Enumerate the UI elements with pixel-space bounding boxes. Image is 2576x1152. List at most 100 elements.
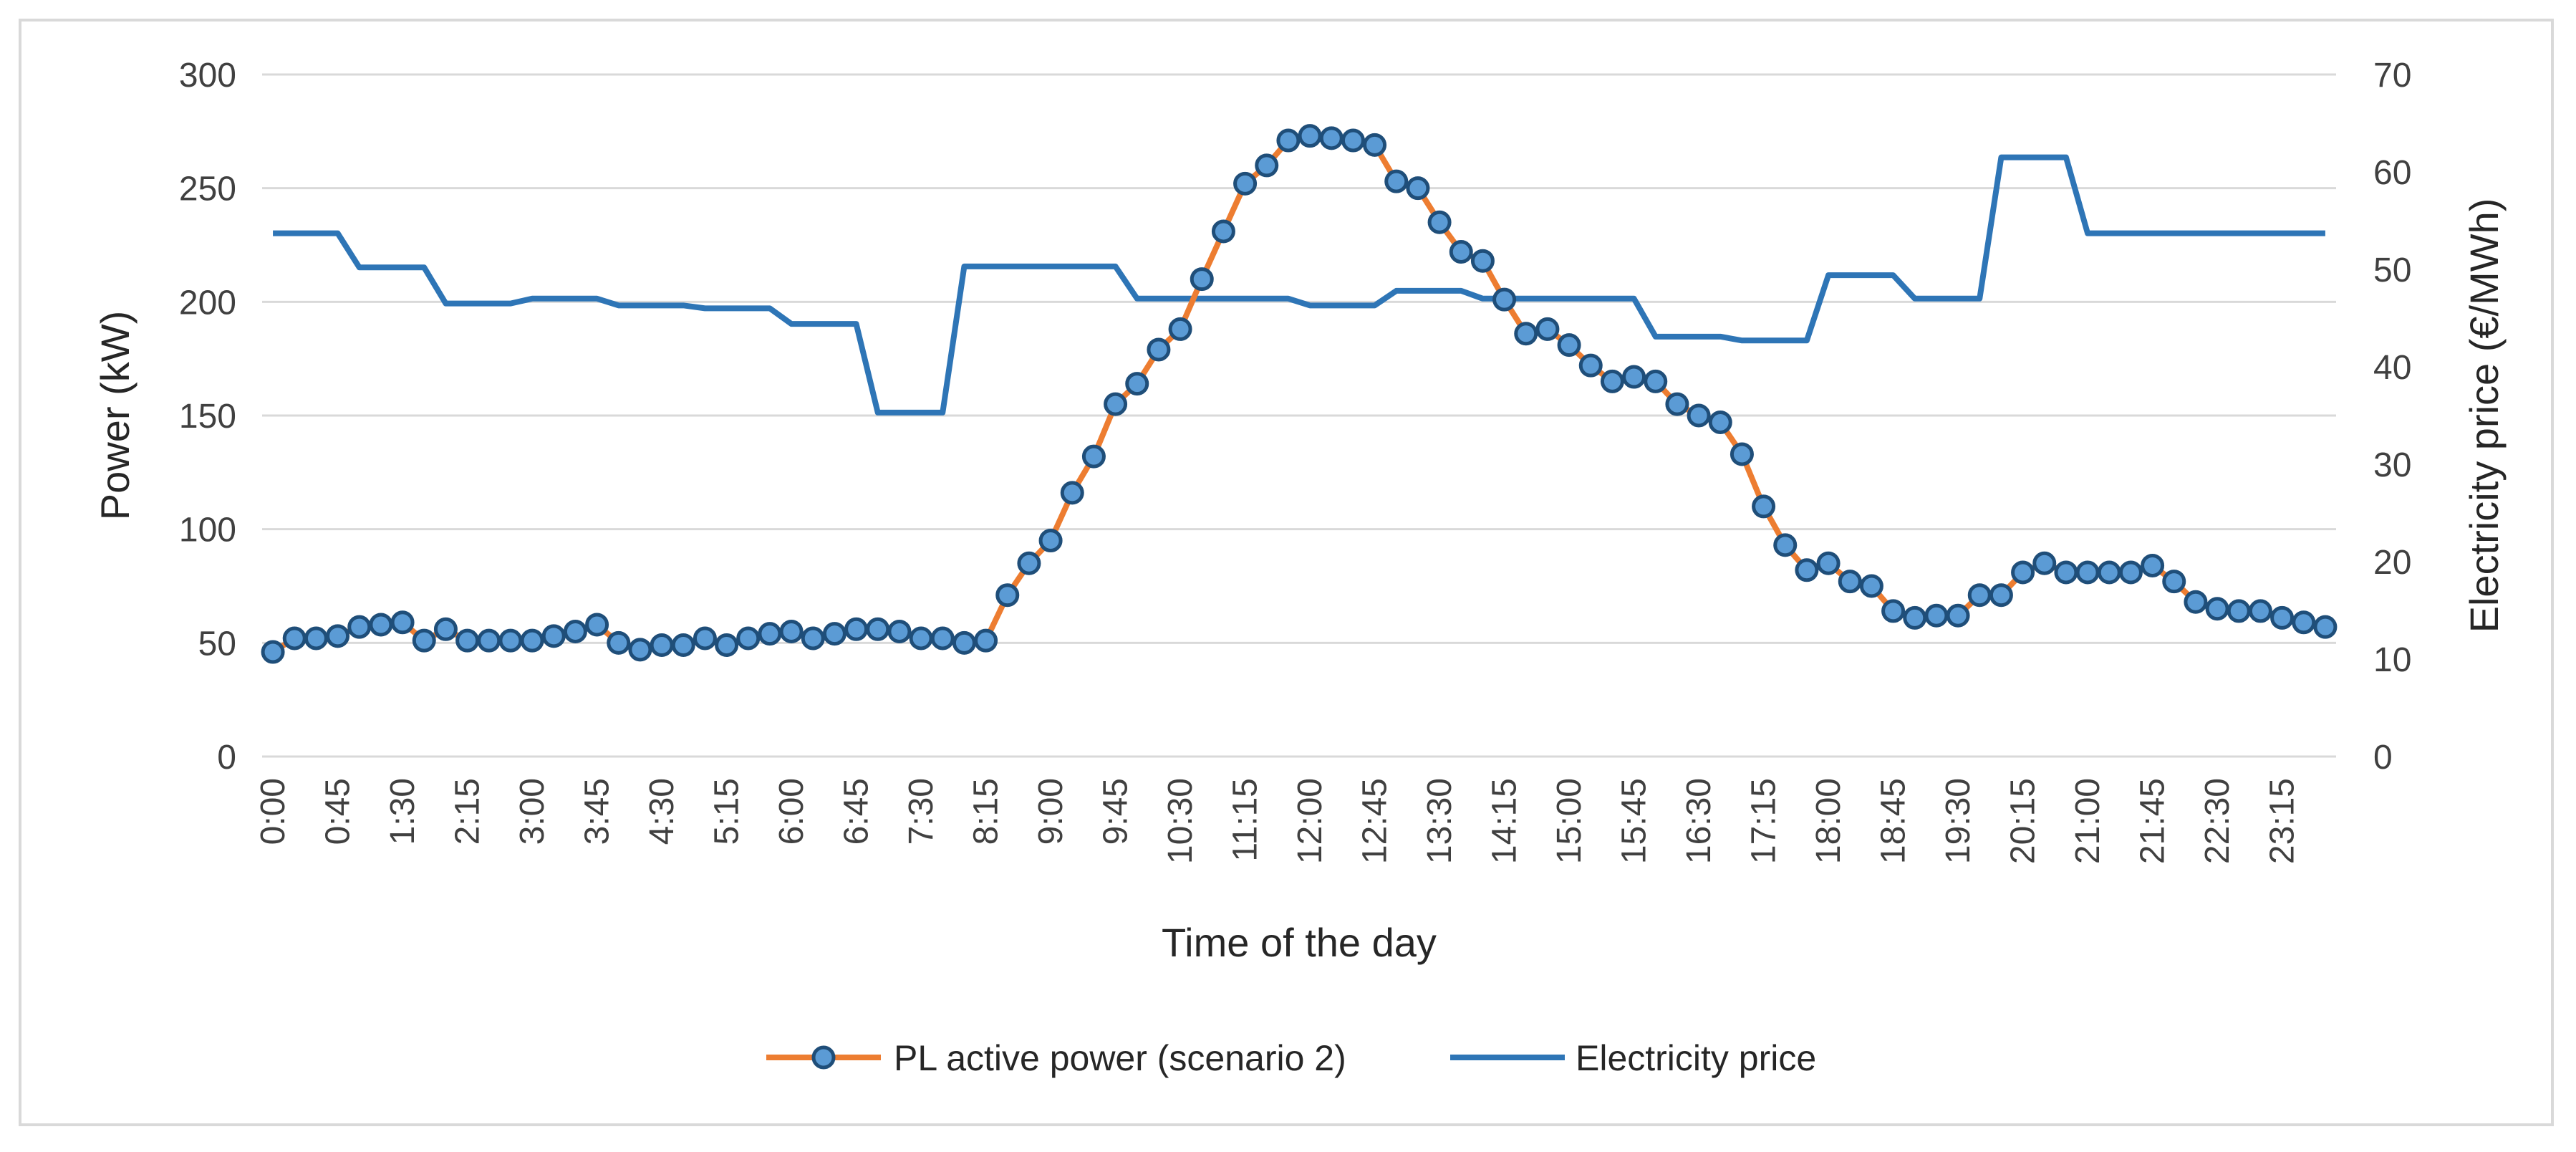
power-point	[2075, 560, 2100, 585]
y-tick-label: 0	[217, 739, 236, 777]
power-point	[2227, 599, 2251, 623]
power-point	[1665, 392, 1689, 416]
power-point	[1470, 249, 1495, 273]
power-point	[433, 617, 458, 641]
power-point	[779, 619, 804, 643]
y2-tick-label: 40	[2373, 349, 2411, 387]
legend-item-power: PL active power (scenario 2)	[766, 1038, 1346, 1078]
power-point	[909, 626, 933, 651]
x-tick-label: 17:15	[1745, 778, 1783, 864]
power-point	[952, 630, 976, 655]
x-tick-label: 4:30	[643, 778, 681, 845]
power-point	[1946, 603, 1970, 628]
power-point	[563, 619, 587, 643]
power-point	[2011, 560, 2035, 585]
y2-tick-label: 30	[2373, 446, 2411, 484]
x-tick-label: 9:45	[1097, 778, 1135, 845]
x-tick-label: 10:30	[1162, 778, 1200, 864]
power-point	[412, 628, 436, 653]
power-point	[1838, 570, 1862, 594]
x-tick-label: 6:45	[838, 778, 876, 845]
power-point	[1644, 369, 1668, 393]
power-point	[1903, 605, 1927, 630]
power-point	[347, 615, 372, 639]
power-point	[1104, 392, 1128, 416]
power-point	[1147, 337, 1171, 362]
power-point	[1060, 481, 1084, 505]
power-point	[1363, 133, 1387, 157]
power-point	[650, 633, 674, 658]
x-tick-label: 23:15	[2264, 778, 2302, 864]
x-tick-label: 22:30	[2199, 778, 2237, 864]
y-tick-label: 100	[179, 512, 236, 549]
legend-marker-power	[811, 1045, 836, 1070]
power-point	[1190, 267, 1214, 292]
grid-lines	[262, 73, 2336, 758]
y-tick-label: 200	[179, 284, 236, 322]
x-tick-label: 6:00	[773, 778, 811, 845]
power-point	[995, 583, 1020, 608]
power-point	[2118, 560, 2143, 585]
power-point	[1125, 372, 1149, 396]
power-point	[1233, 171, 1258, 196]
power-point	[326, 624, 350, 648]
power-point	[2097, 560, 2121, 585]
power-point	[2141, 553, 2165, 577]
y-axis-left-ticks: 0 50 100 150 200 250 300	[179, 57, 236, 777]
power-point	[282, 626, 307, 651]
power-point	[541, 624, 566, 648]
power-point	[1081, 444, 1106, 469]
power-point	[1038, 529, 1063, 553]
y2-tick-label: 60	[2373, 154, 2411, 192]
power-point	[1211, 219, 1235, 244]
power-point	[1168, 317, 1192, 341]
power-point	[369, 613, 393, 637]
legend: PL active power (scenario 2) Electricity…	[766, 1038, 1816, 1078]
power-point	[866, 617, 890, 641]
power-point	[520, 628, 544, 653]
legend-label-price: Electricity price	[1576, 1038, 1816, 1078]
power-point	[2248, 599, 2272, 623]
y-axis-left-title: Power (kW)	[92, 311, 138, 520]
x-tick-label: 15:00	[1550, 778, 1588, 864]
power-point	[1514, 322, 1538, 346]
x-tick-label: 18:00	[1810, 778, 1848, 864]
power-point	[1687, 403, 1711, 428]
power-point	[1773, 533, 1798, 557]
chart-frame: 0 50 100 150 200 250 300 0 10 20 30 40 50 60 70 0:00 0…	[19, 19, 2554, 1126]
y-tick-label: 150	[179, 398, 236, 436]
power-point	[1752, 494, 1776, 519]
legend-label-power: PL active power (scenario 2)	[894, 1038, 1346, 1078]
x-tick-label: 11:15	[1227, 778, 1265, 862]
power-point	[1881, 599, 1906, 623]
power-point	[1924, 603, 1949, 628]
x-tick-label: 3:00	[513, 778, 551, 845]
x-tick-label: 0:45	[319, 778, 357, 845]
power-point	[1622, 365, 1646, 389]
power-point	[1859, 574, 1883, 598]
power-point	[1255, 153, 1279, 178]
power-point	[2184, 590, 2208, 614]
power-point	[1319, 126, 1344, 150]
power-point	[1989, 583, 2013, 608]
x-tick-label: 12:00	[1291, 778, 1329, 864]
power-point	[1600, 369, 1624, 393]
x-tick-label: 16:30	[1680, 778, 1718, 864]
power-point	[2162, 570, 2186, 594]
x-tick-label: 7:30	[902, 778, 940, 845]
power-point	[304, 626, 328, 651]
power-point	[671, 633, 695, 658]
power-point	[2032, 551, 2057, 575]
power-point	[1017, 551, 1041, 575]
power-point	[2205, 597, 2229, 621]
power-point	[822, 622, 846, 646]
power-point	[1557, 333, 1581, 357]
x-tick-label: 21:00	[2069, 778, 2107, 864]
power-point	[261, 640, 285, 664]
x-tick-label: 2:15	[449, 778, 487, 845]
power-point	[1795, 558, 1819, 582]
y2-tick-label: 20	[2373, 544, 2411, 582]
x-tick-label: 13:30	[1421, 778, 1459, 864]
power-point	[1384, 169, 1409, 193]
x-tick-label: 9:00	[1032, 778, 1070, 845]
